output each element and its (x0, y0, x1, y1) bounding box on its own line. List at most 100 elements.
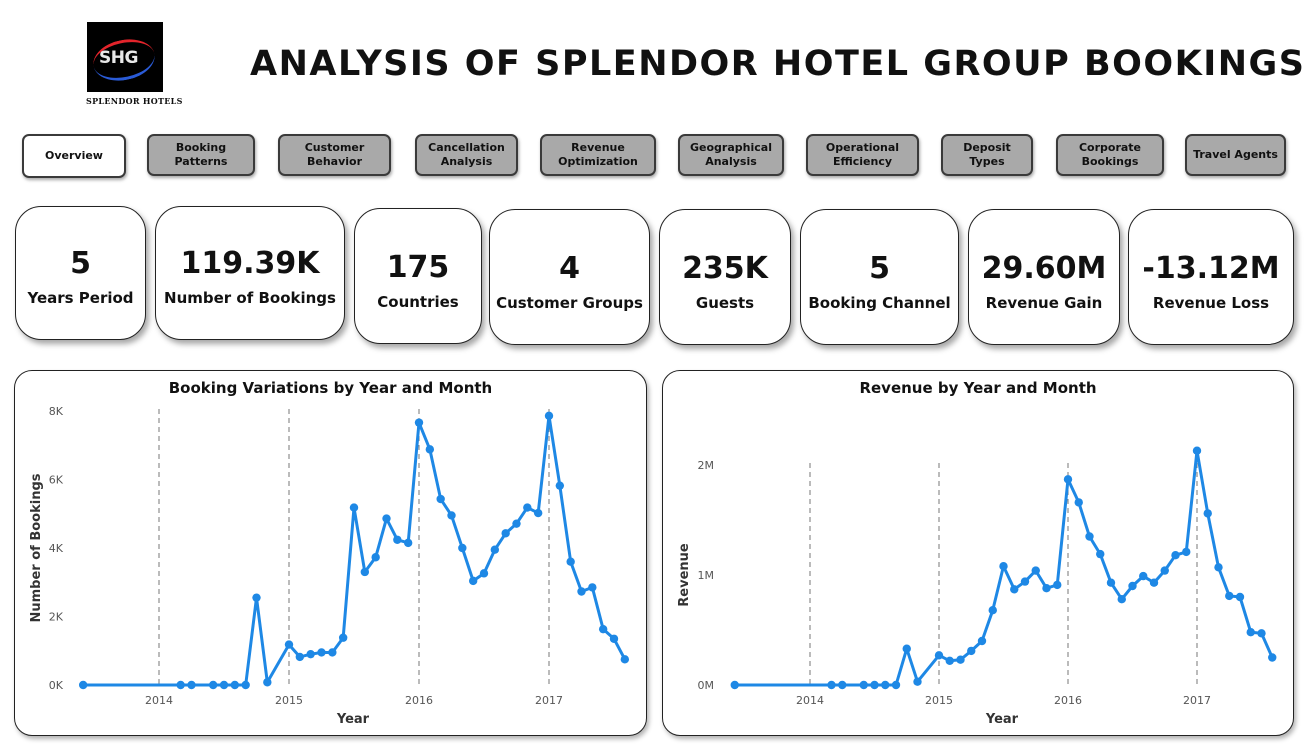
data-point (252, 593, 261, 602)
page-title: ANALYSIS OF SPLENDOR HOTEL GROUP BOOKING… (250, 44, 1306, 84)
data-point (371, 553, 380, 562)
tab-cancellation-analysis[interactable]: Cancellation Analysis (415, 134, 518, 176)
data-point (566, 557, 575, 566)
data-point (1235, 592, 1245, 602)
data-point (284, 640, 294, 649)
data-point (1139, 571, 1148, 581)
company-logo: SHG SPLENDOR HOTELS (86, 22, 182, 108)
x-axis-title: Year (336, 712, 370, 727)
data-point (1020, 577, 1030, 586)
kpi-value: -13.12M (1142, 251, 1280, 286)
data-point (295, 652, 305, 662)
kpi-card-booking-channel: 5 Booking Channel (800, 209, 959, 345)
data-point (1160, 566, 1169, 575)
data-point (967, 646, 976, 656)
tab-operational-efficiency[interactable]: Operational Efficiency (806, 134, 919, 176)
kpi-label: Guests (695, 294, 755, 312)
kpi-card-number-of-bookings: 119.39K Number of Bookings (155, 206, 345, 340)
tab-travel-agents[interactable]: Travel Agents (1185, 134, 1286, 176)
data-point (577, 587, 586, 596)
kpi-value: 5 (70, 246, 91, 281)
kpi-value: 119.39K (180, 246, 320, 281)
bookings-line-chart[interactable]: 0K 2K 4K 6K 8K 2014 2015 2016 2017 Year Number of … (15, 371, 648, 737)
kpi-card-years-period: 5 Years Period (15, 206, 146, 340)
kpi-label: Countries (377, 293, 459, 311)
data-point (533, 508, 543, 518)
data-point (1042, 584, 1051, 593)
data-point (1096, 549, 1105, 559)
y-tick-label: 0M (698, 679, 715, 692)
data-point (891, 680, 901, 690)
data-point (490, 545, 500, 554)
x-tick-label: 2015 (275, 694, 303, 707)
kpi-label: Years Period (27, 289, 134, 307)
data-point (945, 656, 954, 665)
data-point (349, 503, 359, 512)
data-point (468, 576, 478, 586)
kpi-card-customer-groups: 4 Customer Groups (489, 209, 650, 345)
series-line (83, 414, 627, 687)
data-point (988, 606, 997, 615)
data-point (458, 543, 467, 553)
logo-mark-text: SHG (99, 48, 138, 68)
y-tick-label: 1M (698, 569, 715, 582)
tab-overview[interactable]: Overview (22, 134, 126, 178)
data-point (730, 680, 739, 690)
data-point (306, 649, 315, 659)
data-point (1106, 578, 1116, 587)
data-point (881, 680, 890, 690)
tab-revenue-optimization[interactable]: Revenue Optimization (540, 134, 656, 176)
kpi-label: Booking Channel (808, 294, 951, 312)
data-point (859, 680, 868, 690)
data-point (328, 648, 337, 657)
kpi-label: Revenue Loss (1152, 294, 1270, 312)
kpi-card-revenue-gain: 29.60M Revenue Gain (968, 209, 1120, 345)
data-point (78, 680, 88, 690)
data-point (1085, 532, 1094, 541)
kpi-card-revenue-loss: -13.12M Revenue Loss (1128, 209, 1294, 345)
x-tick-label: 2017 (535, 694, 563, 707)
x-tick-label: 2016 (1054, 694, 1082, 707)
data-point (838, 680, 847, 690)
y-tick-label: 2M (698, 459, 715, 472)
kpi-label: Number of Bookings (164, 289, 336, 307)
data-point (1257, 629, 1266, 638)
x-tick-label: 2014 (145, 694, 173, 707)
data-point (1268, 653, 1277, 662)
tab-corporate-bookings[interactable]: Corporate Bookings (1056, 134, 1164, 176)
y-tick-label: 6K (49, 474, 64, 487)
data-point (902, 644, 911, 653)
tab-deposit-types[interactable]: Deposit Types (941, 134, 1033, 176)
data-point (620, 655, 630, 664)
kpi-card-guests: 235K Guests (659, 209, 791, 345)
kpi-value: 29.60M (981, 251, 1107, 286)
data-point (588, 583, 597, 592)
tab-booking-patterns[interactable]: Booking Patterns (147, 134, 255, 176)
data-point (934, 651, 944, 660)
data-point (1182, 547, 1191, 557)
revenue-line-chart[interactable]: 0M 1M 2M 2014 2015 2016 2017 Year Revenue (663, 371, 1295, 737)
x-axis-title: Year (985, 712, 1019, 727)
data-point (479, 569, 489, 578)
kpi-card-countries: 175 Countries (354, 208, 482, 344)
tab-geographical-analysis[interactable]: Geographical Analysis (678, 134, 784, 176)
data-point (317, 648, 326, 657)
data-point (1192, 446, 1202, 455)
data-point (1128, 581, 1137, 591)
data-point (598, 624, 608, 634)
tab-customer-behavior[interactable]: Customer Behavior (278, 134, 391, 176)
data-point (1063, 475, 1073, 484)
data-point (1010, 585, 1019, 594)
data-point (609, 634, 619, 643)
kpi-value: 175 (386, 250, 450, 285)
data-point (208, 680, 218, 690)
data-point (360, 567, 370, 577)
data-point (827, 680, 836, 690)
kpi-label: Revenue Gain (985, 294, 1103, 312)
data-point (1214, 563, 1223, 572)
y-axis-title: Number of Bookings (29, 473, 44, 622)
data-point (414, 418, 424, 427)
x-tick-label: 2014 (796, 694, 824, 707)
data-point (219, 680, 229, 690)
data-point (241, 680, 250, 690)
